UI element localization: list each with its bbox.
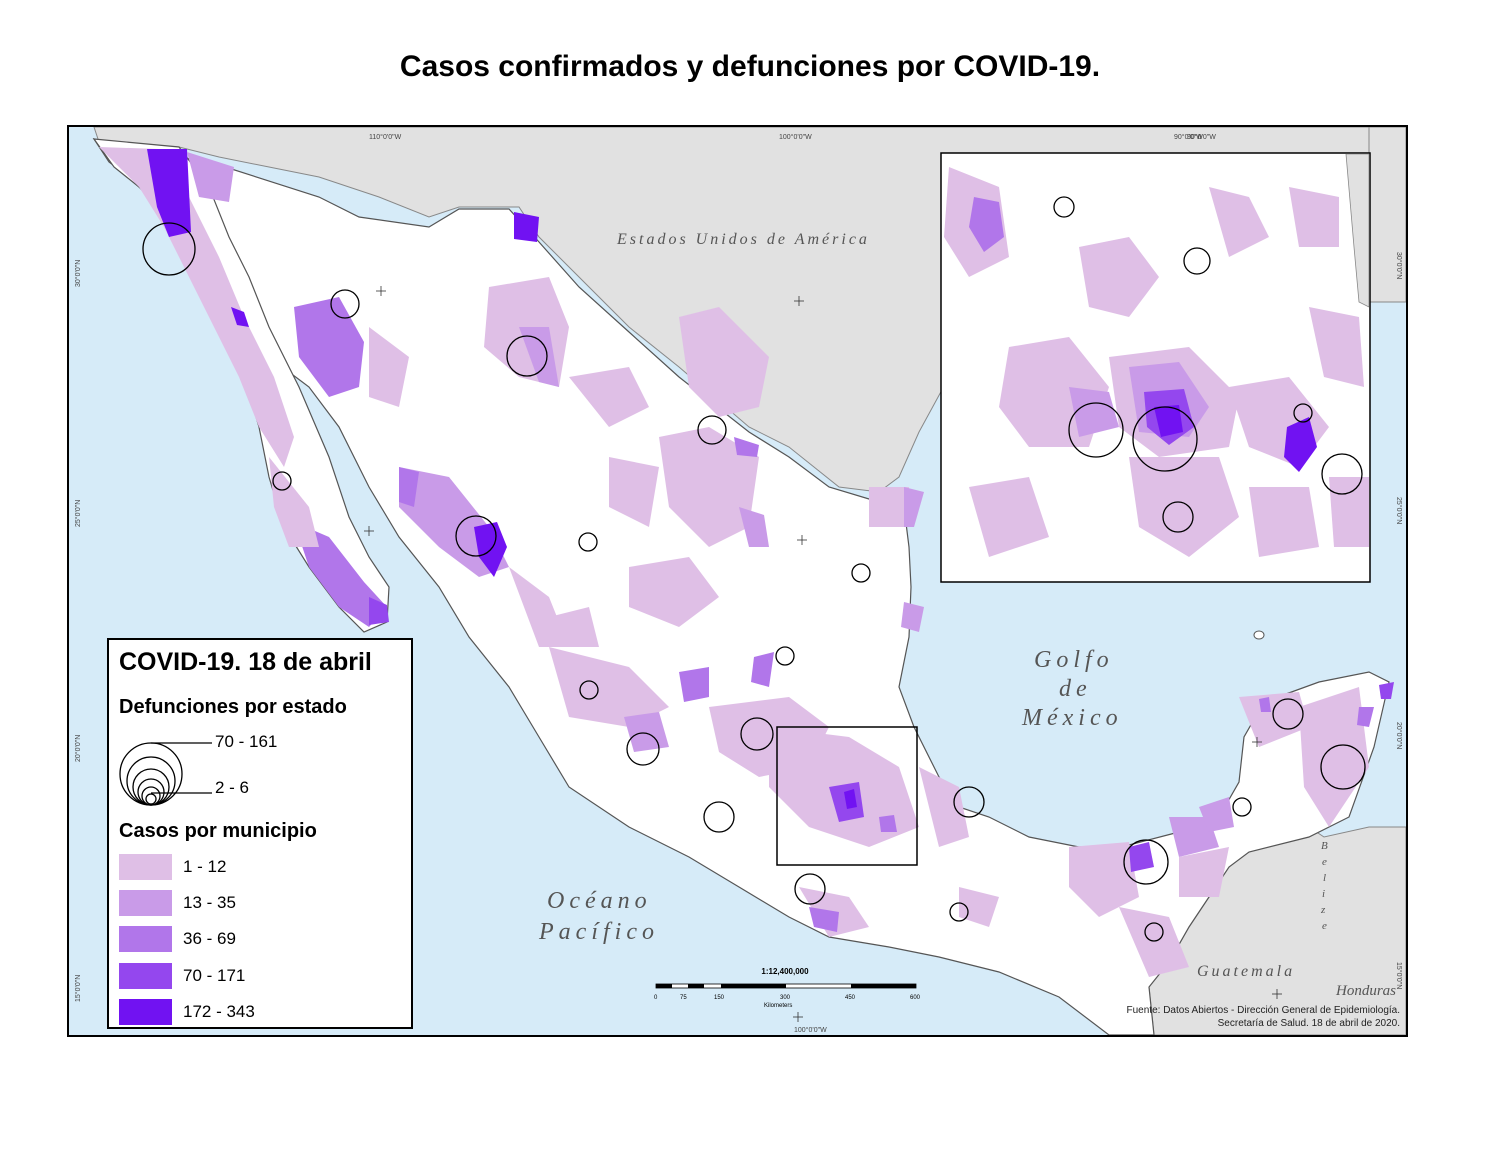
svg-text:i: i — [1322, 888, 1325, 900]
inset-locator-box — [776, 726, 918, 866]
legend-swatch-class-1 — [119, 854, 172, 880]
lat-label-right-15: 15°0'0"N — [1395, 962, 1403, 989]
lat-label-right-20: 20°0'0"N — [1395, 722, 1403, 749]
scale-tick-600: 600 — [910, 995, 920, 1001]
municipality-patches — [99, 147, 1394, 977]
legend-class-3-label: 36 - 69 — [183, 929, 236, 948]
svg-text:e: e — [1322, 920, 1327, 932]
source-line-1: Fuente: Datos Abiertos - Dirección Gener… — [1126, 1005, 1400, 1016]
scale-unit: Kilometers — [764, 1003, 792, 1009]
legend-cases-title: Casos por municipio — [119, 820, 317, 842]
source-line-2: Secretaría de Salud. 18 de abril de 2020… — [1217, 1018, 1400, 1029]
label-pacific-2: Pacífico — [538, 919, 659, 945]
legend-class-5-label: 172 - 343 — [183, 1002, 255, 1021]
svg-text:l: l — [1323, 872, 1326, 884]
legend-deaths-title: Defunciones por estado — [119, 696, 347, 718]
scale-bar-graphic: 0 75 150 300 450 600 Kilometers — [654, 983, 920, 1009]
label-gulf-1: Golfo — [1034, 647, 1114, 673]
legend-swatch-class-5 — [119, 999, 172, 1025]
scale-tick-150: 150 — [714, 995, 725, 1001]
legend-swatch-class-4 — [119, 963, 172, 989]
lat-label-right-25: 25°0'0"N — [1395, 497, 1403, 524]
page-title: Casos confirmados y defunciones por COVI… — [399, 50, 1101, 83]
scale-tick-0: 0 — [654, 995, 658, 1001]
label-gulf-2: de — [1059, 676, 1092, 702]
lat-label-15: 15°0'0"N — [74, 975, 82, 1002]
scale-ratio: 1:12,400,000 — [761, 967, 809, 976]
legend-proportional-circles — [119, 742, 212, 806]
legend: COVID-19. 18 de abril Defunciones por es… — [107, 638, 413, 1029]
legend-title: COVID-19. 18 de abril — [119, 648, 372, 676]
scale-tick-450: 450 — [845, 995, 856, 1001]
scale-tick-300: 300 — [780, 995, 791, 1001]
legend-deaths-max-label: 70 - 161 — [215, 732, 278, 751]
lon-label-bottom: 100°0'0"W — [794, 1026, 827, 1034]
label-pacific-1: Océano — [547, 888, 652, 914]
scale-tick-75: 75 — [680, 995, 687, 1001]
svg-text:z: z — [1320, 904, 1326, 916]
lat-label-25: 25°0'0"N — [74, 500, 82, 527]
svg-text:e: e — [1322, 856, 1327, 868]
island-shape — [1253, 630, 1265, 640]
legend-class-1-label: 1 - 12 — [183, 857, 227, 876]
lat-label-right-30: 30°0'0"N — [1395, 252, 1403, 279]
lon-label-100: 100°0'0"W — [779, 133, 812, 141]
svg-text:B: B — [1321, 840, 1328, 852]
legend-swatch-class-3 — [119, 926, 172, 952]
inset-lon-label: 90°0'0"W — [1174, 133, 1203, 141]
lon-label-110: 110°0'0"W — [369, 133, 402, 141]
legend-deaths-min-label: 2 - 6 — [215, 778, 250, 797]
label-honduras: Honduras — [1335, 983, 1396, 999]
death-circles — [142, 222, 1366, 942]
scale-bar: 1:12,400,000 0 75 150 300 450 600 Kilome… — [650, 967, 920, 1017]
label-guatemala: Guatemala — [1197, 963, 1295, 980]
label-usa: Estados Unidos de América — [616, 231, 870, 248]
inset-map[interactable]: 90°0'0"W — [940, 133, 1371, 583]
map-frame[interactable]: 110°0'0"W 100°0'0"W 90°0'0"W 100°0'0"W 3… — [67, 125, 1408, 1037]
source-note: Fuente: Datos Abiertos - Dirección Gener… — [1127, 1004, 1400, 1030]
graticule-crosses — [364, 286, 1282, 1022]
map-canvas[interactable]: 110°0'0"W 100°0'0"W 90°0'0"W 100°0'0"W 3… — [69, 127, 1406, 1035]
legend-swatch-class-2 — [119, 890, 172, 916]
lon-label-90: 90°0'0"W — [1187, 133, 1216, 141]
lat-label-20: 20°0'0"N — [74, 735, 82, 762]
lat-label-30: 30°0'0"N — [74, 260, 82, 287]
legend-class-4-label: 70 - 171 — [183, 966, 246, 985]
legend-class-2-label: 13 - 35 — [183, 893, 236, 912]
label-belize: B e l i z e — [1320, 840, 1328, 932]
label-gulf-3: México — [1021, 705, 1123, 731]
mexico-mainland — [92, 138, 1390, 1035]
